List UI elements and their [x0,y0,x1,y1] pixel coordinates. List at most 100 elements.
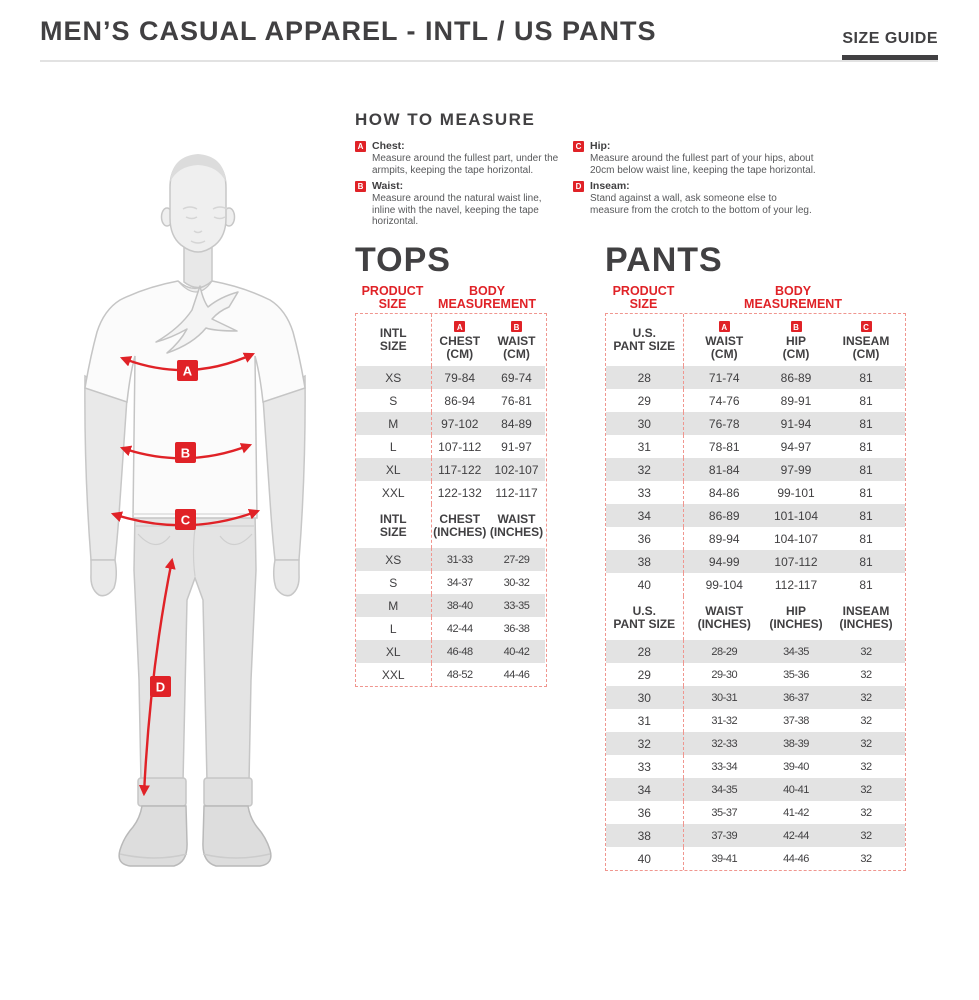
value-cell: 29-30 [711,668,738,681]
value-cell: 32 [860,714,872,727]
value-cell: 36-38 [503,622,530,635]
size-cell: 38 [606,550,684,573]
size-cell: 40 [606,847,684,870]
column-header: CHEST (INCHES) [433,512,487,539]
table-row: 31 31-32 37-38 32 [606,709,905,732]
value-cell: 84-89 [488,412,545,435]
table-row: XXL 48-52 44-46 [356,663,545,686]
table-row: 30 76-78 91-94 81 [606,412,905,435]
value-cell: 101-104 [765,504,827,527]
value-cell: 34-37 [446,576,473,589]
header-row: INTL SIZE A CHEST (CM) B WAIST (CM) [356,314,545,366]
measure-badge-a: A [355,140,366,152]
value-cell: 91-97 [501,439,532,454]
value-cell: 46-48 [431,640,488,663]
how-to-measure-title: HOW TO MEASURE [355,110,536,129]
value-cell: 44-46 [503,668,530,681]
marker-c-letter: C [181,513,191,528]
table-row: 28 28-29 34-35 32 [606,640,905,663]
table-row: 34 86-89 101-104 81 [606,504,905,527]
tops-table-labels: PRODUCT SIZE BODY MEASUREMENT [355,285,547,311]
value-cell: 32 [860,806,872,819]
figure-collar [177,280,213,293]
figure-pants [133,511,257,807]
value-cell: 30-31 [683,686,765,709]
size-guide-label: SIZE GUIDE [842,30,938,47]
table-row: 33 33-34 39-40 32 [606,755,905,778]
value-cell: 41-42 [783,806,809,819]
value-cell: 32-33 [683,732,765,755]
marker-c-badge [175,509,196,530]
size-cell: L [356,617,432,640]
measure-badge: A [718,320,730,332]
brand-logo [155,285,239,354]
table-row: 36 35-37 41-42 32 [606,801,905,824]
size-cell: XL [356,458,432,481]
value-cell: 35-37 [711,806,738,819]
column-header: HIP (INCHES) [769,604,823,631]
column-header: C INSEAM (CM) [842,320,890,361]
size-cell: M [356,594,432,617]
pants-size-table: U.S. PANT SIZE A WAIST (CM) B HIP (CM) C INSEAM (C… [605,313,906,871]
marker-a-letter: A [183,364,193,379]
marker-b-letter: B [181,446,190,461]
value-cell: 81 [827,412,905,435]
size-cell: 30 [606,686,684,709]
value-cell: 81 [827,366,905,389]
figure-hair [170,154,226,182]
product-size-label: PRODUCT SIZE [361,284,424,311]
measure-text: Stand against a wall, ask someone else t… [590,193,812,216]
value-cell: 32 [827,824,905,847]
size-cell: 30 [606,412,684,435]
value-cell: 81 [859,531,873,546]
body-figure-illustration: A B C D [84,154,306,867]
value-cell: 102-107 [488,458,545,481]
size-cell: 40 [606,573,684,596]
table-row: XS 79-84 69-74 [356,366,545,389]
value-cell: 36-37 [765,686,827,709]
table-row: XL 117-122 102-107 [356,458,545,481]
tops-section: TOPS PRODUCT SIZE BODY MEASUREMENT INTL S… [355,241,547,692]
value-cell: 99-104 [705,577,743,592]
table-row: 34 34-35 40-41 32 [606,778,905,801]
value-cell: 107-112 [765,550,827,573]
size-cell: 31 [606,435,684,458]
figure-arms [84,374,306,597]
size-cell: L [356,435,432,458]
measure-text: Measure around the fullest part, under t… [372,153,559,176]
column-header: WAIST (INCHES) [489,512,544,539]
inseam-arrow [138,557,176,797]
value-cell: 112-117 [774,577,818,592]
value-cell: 35-36 [783,668,809,681]
size-cell: 33 [606,755,684,778]
value-cell: 39-40 [783,760,809,773]
value-cell: 71-74 [683,366,765,389]
value-cell: 39-41 [711,852,738,865]
marker-d-badge [150,676,171,697]
table-row: M 97-102 84-89 [356,412,545,435]
value-cell: 81 [859,439,873,454]
table-row: 29 29-30 35-36 32 [606,663,905,686]
value-cell: 86-89 [765,366,827,389]
value-cell: 81 [827,504,905,527]
value-cell: 27-29 [488,548,545,571]
value-cell: 97-99 [765,458,827,481]
size-cell: S [356,389,432,412]
figure-cuff-right [203,777,253,807]
measure-label: Chest: [372,140,405,152]
size-column-header: INTL SIZE [356,314,432,366]
size-column-header: U.S. PANT SIZE [606,596,684,640]
value-cell: 76-81 [501,393,532,408]
value-cell: 32 [827,686,905,709]
table-row: 33 84-86 99-101 81 [606,481,905,504]
how-to-measure-section: HOW TO MEASURE A Chest: Measure around t… [355,110,835,232]
header-row: U.S. PANT SIZE WAIST (INCHES) HIP (INCHES) INS… [606,596,905,640]
value-cell: 37-39 [683,824,765,847]
value-cell: 99-101 [777,485,815,500]
marker-d-letter: D [156,680,165,695]
size-cell: 29 [606,389,684,412]
value-cell: 86-94 [444,393,476,408]
figure-hand-left [90,559,118,597]
size-guide-tab[interactable]: SIZE GUIDE [842,30,938,60]
